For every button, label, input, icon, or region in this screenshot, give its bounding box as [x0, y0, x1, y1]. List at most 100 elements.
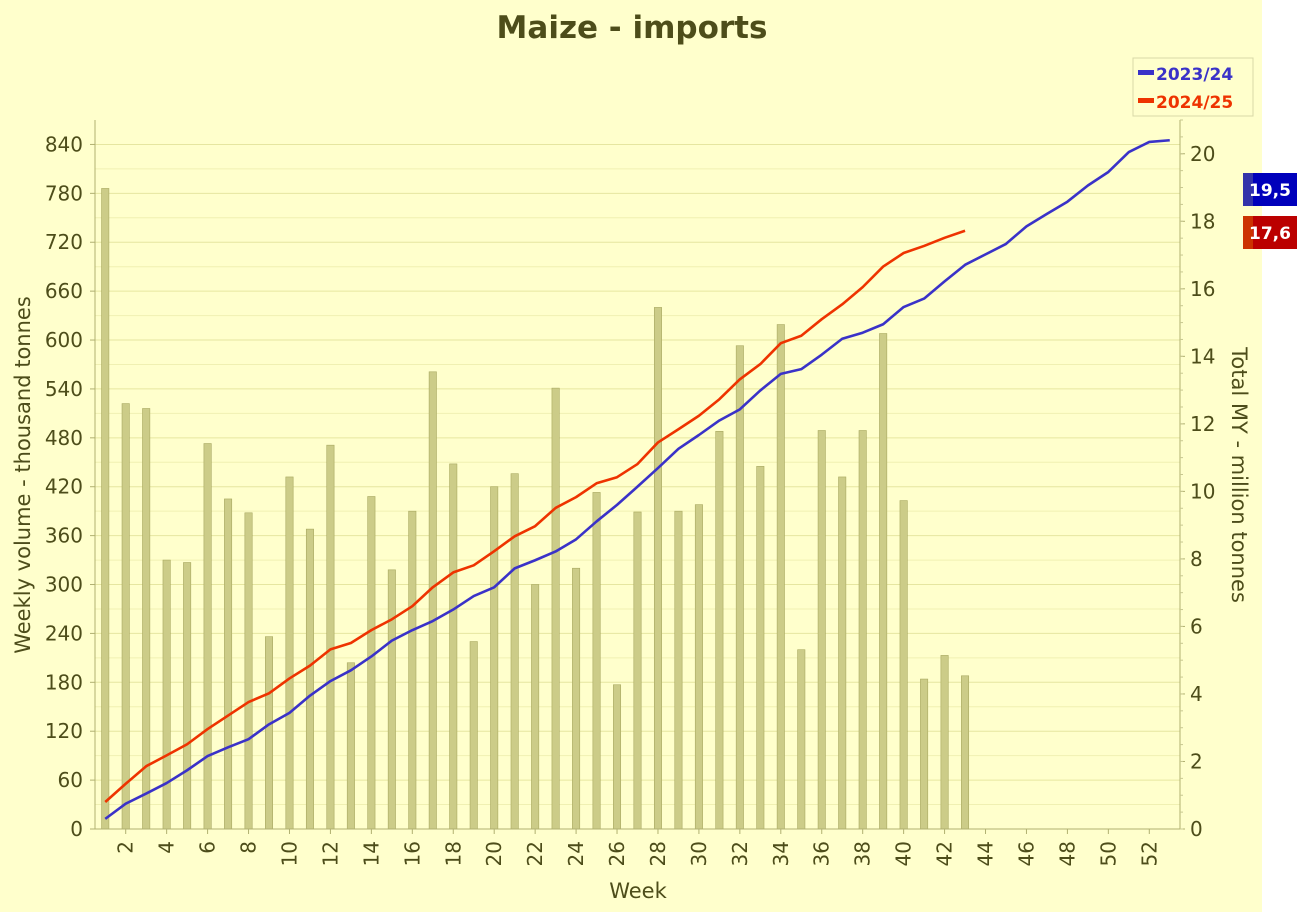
y-tick-label: 420 — [45, 475, 83, 499]
bar-week-43 — [961, 675, 970, 830]
bar-week-33 — [756, 466, 765, 830]
legend-label-2023-24: 2023/24 — [1156, 65, 1233, 85]
chart-title: Maize - imports — [497, 10, 768, 46]
bar-week-41 — [920, 678, 929, 830]
bar-week-9 — [265, 636, 273, 830]
bar-week-16 — [408, 510, 417, 830]
y-tick-label: 300 — [45, 573, 83, 597]
y-tick-label: 240 — [45, 621, 83, 645]
bar-week-11 — [305, 528, 314, 830]
bar-week-20 — [490, 486, 499, 830]
y-tick-label: 780 — [45, 181, 83, 205]
legend-swatch-2023-24 — [1138, 70, 1154, 75]
bar-layer — [101, 188, 970, 830]
bar-week-36 — [817, 430, 826, 830]
x-tick-label: 48 — [1055, 841, 1079, 866]
x-tick-label: 16 — [400, 841, 424, 866]
y2-tick-label: 20 — [1190, 142, 1215, 166]
bar-week-38 — [858, 430, 867, 830]
y-tick-label: 360 — [45, 524, 83, 548]
bar-week-39 — [879, 333, 888, 830]
x-tick-label: 32 — [728, 841, 752, 866]
x-tick-label: 20 — [482, 841, 506, 866]
bar-week-13 — [346, 662, 355, 830]
x-tick-label: 8 — [237, 841, 261, 854]
bar-week-28 — [653, 307, 662, 830]
bar-week-5 — [183, 562, 192, 830]
axis-layer: 0601201802403003604204805406006607207808… — [45, 119, 1215, 866]
bar-week-7 — [224, 498, 233, 830]
legend-swatch-2024-25 — [1138, 98, 1154, 103]
x-tick-label: 46 — [1014, 841, 1038, 866]
bar-week-17 — [428, 371, 437, 830]
y-tick-label: 600 — [45, 328, 83, 352]
y-tick-label: 660 — [45, 279, 83, 303]
bar-week-30 — [694, 504, 703, 830]
y2-tick-label: 6 — [1190, 614, 1203, 638]
bar-week-37 — [838, 476, 847, 830]
bar-week-31 — [715, 431, 724, 830]
y2-tick-label: 16 — [1190, 277, 1215, 301]
y2-tick-label: 10 — [1190, 479, 1215, 503]
x-tick-label: 18 — [441, 841, 465, 866]
x-tick-label: 50 — [1096, 841, 1120, 866]
bar-week-22 — [531, 584, 540, 830]
y2-tick-label: 12 — [1190, 412, 1215, 436]
legend: 2023/24 2024/25 — [1132, 57, 1254, 117]
bar-week-12 — [326, 444, 335, 830]
x-tick-label: 4 — [155, 841, 179, 854]
line-layer — [104, 138, 1170, 820]
x-tick-label: 36 — [810, 841, 834, 866]
bar-week-15 — [387, 569, 396, 830]
y2-tick-label: 2 — [1190, 749, 1203, 773]
y2-tick-label: 18 — [1190, 209, 1215, 233]
x-tick-label: 44 — [974, 841, 998, 866]
x-tick-label: 52 — [1137, 841, 1161, 866]
end-label-2024-25-tab — [1243, 216, 1253, 249]
bar-week-6 — [203, 443, 212, 830]
x-tick-label: 22 — [523, 841, 547, 866]
y-tick-label: 180 — [45, 670, 83, 694]
y-tick-label: 60 — [58, 768, 83, 792]
bar-week-21 — [510, 473, 519, 830]
bar-week-35 — [797, 649, 806, 830]
x-tick-label: 42 — [933, 841, 957, 866]
x-tick-label: 34 — [769, 841, 793, 866]
y-tick-label: 720 — [45, 230, 83, 254]
y2-axis-label: Total MY - million tonnes — [1227, 346, 1251, 603]
y-tick-label: 120 — [45, 719, 83, 743]
bar-week-42 — [940, 655, 949, 830]
y2-tick-label: 0 — [1190, 817, 1203, 841]
bar-week-23 — [551, 387, 560, 830]
y-tick-label: 540 — [45, 377, 83, 401]
end-label-2024-25-text: 17,6 — [1249, 224, 1291, 244]
bar-week-40 — [899, 500, 908, 830]
bar-week-26 — [613, 684, 622, 830]
y2-tick-label: 4 — [1190, 682, 1203, 706]
bar-week-32 — [735, 345, 744, 830]
y-tick-label: 840 — [45, 132, 83, 156]
end-label-2023-24-text: 19,5 — [1249, 181, 1291, 201]
end-label-2023-24: 19,5 — [1243, 173, 1297, 206]
x-tick-label: 10 — [277, 841, 301, 866]
bar-week-24 — [572, 567, 581, 830]
x-tick-label: 38 — [851, 841, 875, 866]
legend-label-2024-25: 2024/25 — [1156, 93, 1233, 113]
bar-week-2 — [121, 403, 130, 830]
x-tick-label: 40 — [892, 841, 916, 866]
y-axis-label: Weekly volume - thousand tonnes — [11, 296, 35, 654]
series-line-2023-24 — [104, 138, 1170, 820]
bar-week-29 — [674, 510, 683, 830]
x-tick-label: 28 — [646, 841, 670, 866]
x-tick-label: 26 — [605, 841, 629, 866]
x-tick-label: 30 — [687, 841, 711, 866]
y2-tick-label: 14 — [1190, 344, 1215, 368]
bar-week-18 — [449, 463, 458, 830]
bar-week-8 — [244, 512, 253, 830]
bar-week-25 — [592, 492, 601, 830]
bar-week-10 — [285, 476, 294, 830]
end-label-2024-25: 17,6 — [1243, 216, 1297, 249]
bar-week-34 — [776, 324, 785, 830]
legend-box — [1132, 57, 1254, 117]
